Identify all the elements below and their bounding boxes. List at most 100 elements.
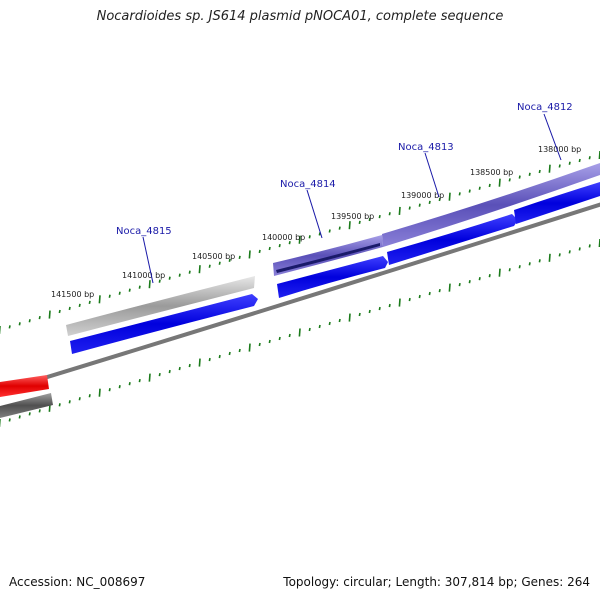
major-tick — [298, 235, 301, 244]
minor-tick — [478, 186, 481, 190]
minor-tick — [578, 247, 581, 251]
major-tick — [248, 250, 251, 259]
minor-tick — [158, 372, 161, 377]
minor-tick — [138, 285, 141, 289]
minor-tick — [268, 339, 271, 344]
minor-tick — [478, 277, 481, 281]
minor-tick — [18, 322, 21, 326]
major-tick — [498, 178, 501, 187]
gene-label-noca-4815[interactable]: Noca_4815 — [116, 226, 172, 237]
minor-tick — [538, 169, 541, 174]
minor-tick — [118, 291, 121, 295]
minor-tick — [308, 327, 311, 332]
minor-tick — [508, 268, 511, 272]
minor-tick — [368, 309, 371, 314]
major-tick — [448, 192, 451, 201]
major-tick — [348, 221, 351, 230]
gene-noca-4812-forward[interactable] — [514, 182, 600, 224]
minor-tick — [28, 319, 31, 323]
minor-tick — [258, 249, 261, 254]
minor-tick — [238, 255, 241, 260]
minor-tick — [358, 312, 361, 317]
minor-tick — [228, 351, 231, 356]
minor-tick — [138, 378, 141, 383]
gene-noca-4815-forward[interactable] — [70, 294, 258, 354]
minor-tick — [338, 226, 341, 230]
gene-noca-4815-reverse[interactable] — [66, 276, 255, 336]
gene-left-dark[interactable] — [0, 393, 53, 418]
minor-tick — [278, 243, 281, 248]
topology-summary: Topology: circular; Length: 307,814 bp; … — [283, 575, 590, 589]
minor-tick — [438, 288, 441, 293]
map-title: Nocardioides sp. JS614 plasmid pNOCA01, … — [96, 9, 504, 24]
minor-tick — [378, 306, 381, 311]
bp-label-141500: 141500 bp — [51, 290, 94, 299]
minor-tick — [458, 192, 461, 196]
gene-label-noca-4812[interactable]: Noca_4812 — [517, 102, 573, 113]
minor-tick — [428, 200, 431, 205]
minor-tick — [108, 294, 111, 298]
major-tick — [348, 313, 351, 322]
gene-label-noca-4813[interactable]: Noca_4813 — [398, 142, 454, 153]
minor-tick — [58, 309, 61, 314]
leader-noca-4814 — [306, 189, 323, 239]
minor-tick — [188, 363, 191, 368]
major-tick — [248, 343, 251, 352]
major-tick — [148, 373, 151, 382]
minor-tick — [218, 354, 221, 359]
minor-tick — [228, 258, 231, 262]
minor-tick — [78, 397, 81, 401]
gene-label-noca-4814[interactable]: Noca_4814 — [280, 179, 336, 190]
minor-tick — [568, 161, 571, 165]
minor-tick — [518, 175, 521, 179]
minor-tick — [308, 235, 311, 239]
minor-tick — [508, 178, 511, 182]
minor-tick — [578, 158, 581, 163]
outer-tick-ring — [0, 150, 600, 335]
major-tick — [48, 310, 51, 319]
minor-tick — [468, 280, 471, 284]
minor-tick — [118, 385, 121, 389]
major-tick — [498, 268, 501, 277]
minor-tick — [318, 324, 321, 329]
minor-tick — [58, 403, 61, 407]
major-tick — [548, 253, 551, 262]
gene-noca-4812-reverse[interactable] — [382, 163, 600, 247]
major-tick — [448, 283, 451, 292]
minor-tick — [408, 206, 411, 210]
minor-tick — [368, 217, 371, 222]
minor-tick — [178, 273, 181, 277]
bp-label-140500: 140500 bp — [192, 252, 235, 261]
minor-tick — [408, 297, 411, 302]
rrna-feature[interactable] — [0, 375, 49, 397]
minor-tick — [278, 336, 281, 341]
minor-tick — [28, 412, 31, 416]
minor-tick — [518, 265, 521, 269]
minor-tick — [388, 303, 391, 308]
minor-tick — [208, 357, 211, 362]
major-tick — [198, 358, 201, 367]
gene-noca-4813-forward[interactable] — [387, 214, 518, 265]
bp-label-141000: 141000 bp — [122, 271, 165, 280]
minor-tick — [428, 291, 431, 296]
minor-tick — [8, 325, 11, 329]
minor-tick — [78, 303, 81, 308]
minor-tick — [128, 288, 131, 292]
gene-noca-4814-forward[interactable] — [277, 256, 388, 298]
major-tick — [298, 328, 301, 337]
minor-tick — [208, 264, 211, 268]
minor-tick — [108, 388, 111, 392]
minor-tick — [68, 400, 71, 404]
minor-tick — [338, 318, 341, 323]
accession-text: Accession: NC_008697 — [9, 575, 146, 589]
minor-tick — [168, 369, 171, 374]
major-tick — [548, 164, 551, 173]
minor-tick — [268, 246, 271, 251]
minor-tick — [158, 279, 161, 283]
leader-noca-4815 — [142, 236, 154, 284]
major-tick — [98, 295, 101, 304]
minor-tick — [128, 382, 131, 386]
minor-tick — [438, 197, 441, 202]
major-tick — [98, 388, 101, 397]
